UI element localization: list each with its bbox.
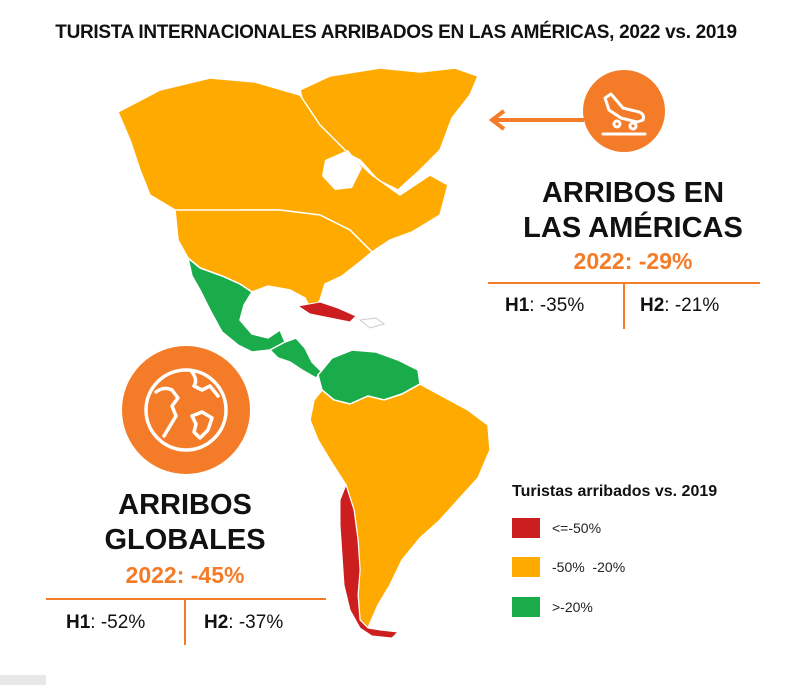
airplane-landing-icon [583,70,665,152]
americas-h2-label: H2 [640,295,665,316]
global-h2: H2: -37% [204,612,283,634]
map-region-chile [339,483,400,639]
map-region-caribbean [296,301,357,323]
americas-heading-line2: LAS AMÉRICAS [523,212,743,245]
americas-h2: H2: -21% [640,295,719,317]
global-divider [46,598,326,600]
americas-h1-value: : -35% [529,295,585,316]
global-h2-value: : -37% [228,612,284,633]
globe-icon [122,346,250,474]
legend-label: <=-50% [552,520,602,536]
legend-swatch-green [512,597,540,617]
map-region-mexico [186,256,286,353]
americas-heading: ARRIBOS EN LAS AMÉRICAS [508,176,758,247]
global-heading: ARRIBOS GLOBALES [60,488,310,559]
chart-title: TURISTA INTERNACIONALES ARRIBADOS EN LAS… [55,22,737,43]
global-heading-line2: GLOBALES [104,524,266,557]
legend-swatch-red [512,518,540,538]
footer-block [0,675,46,685]
legend-label: >-20% [552,599,593,615]
americas-h2-value: : -21% [664,295,720,316]
map-region-south-america [309,383,491,630]
legend-label: -50% -20% [552,559,626,575]
legend-swatch-orange [512,557,540,577]
global-h1-label: H1 [66,612,91,633]
arrow-left-icon [488,109,584,131]
americas-h1-label: H1 [505,295,530,316]
global-year-change: 2022: -45% [125,562,245,588]
global-h1: H1: -52% [66,612,145,634]
global-h1-value: : -52% [90,612,146,633]
map-region-hispaniola [358,317,386,329]
global-heading-line1: ARRIBOS [118,489,252,521]
americas-h1: H1: -35% [505,295,584,317]
global-h2-label: H2 [204,612,229,633]
global-split [184,599,186,645]
map-water-hudson-bay [322,150,362,190]
legend-title: Turistas arribados vs. 2019 [512,483,718,500]
americas-split [623,283,625,329]
americas-year-change: 2022: -29% [573,248,693,274]
americas-heading-line1: ARRIBOS EN [541,177,725,209]
